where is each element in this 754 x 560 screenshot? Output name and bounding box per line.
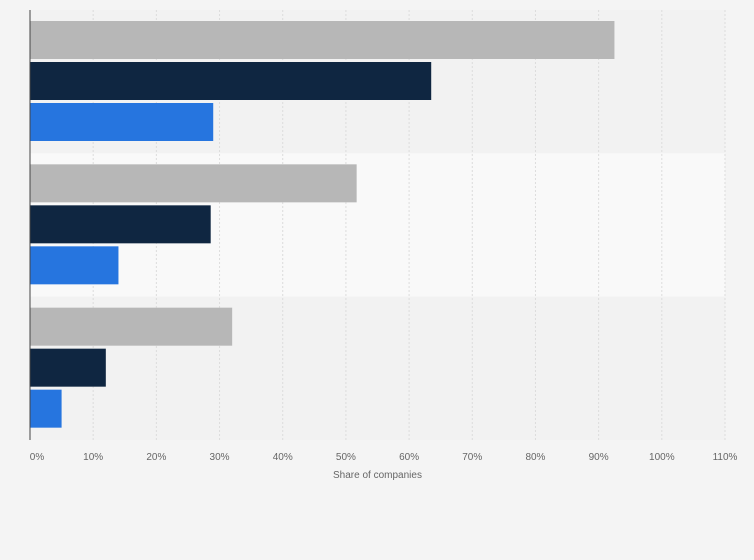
x-tick-label: 20% — [146, 452, 166, 463]
bar[interactable] — [30, 103, 214, 141]
x-tick-label: 30% — [210, 452, 230, 463]
bar[interactable] — [30, 164, 357, 203]
bar[interactable] — [30, 348, 106, 387]
bar[interactable] — [30, 246, 119, 285]
bar[interactable] — [30, 205, 211, 244]
bar[interactable] — [30, 62, 432, 100]
x-tick-label: 70% — [462, 452, 482, 463]
x-axis-title: Share of companies — [333, 470, 422, 481]
x-tick-label: 10% — [83, 452, 103, 463]
x-tick-label: 60% — [399, 452, 419, 463]
x-tick-label: 50% — [336, 452, 356, 463]
bar[interactable] — [30, 389, 62, 428]
x-tick-label: 80% — [525, 452, 545, 463]
x-tick-label: 100% — [649, 452, 675, 463]
bar[interactable] — [30, 307, 233, 346]
x-tick-label: 0% — [30, 452, 45, 463]
bar[interactable] — [30, 21, 615, 59]
x-tick-label: 90% — [589, 452, 609, 463]
x-tick-label: 40% — [273, 452, 293, 463]
x-tick-label: 110% — [713, 452, 738, 463]
